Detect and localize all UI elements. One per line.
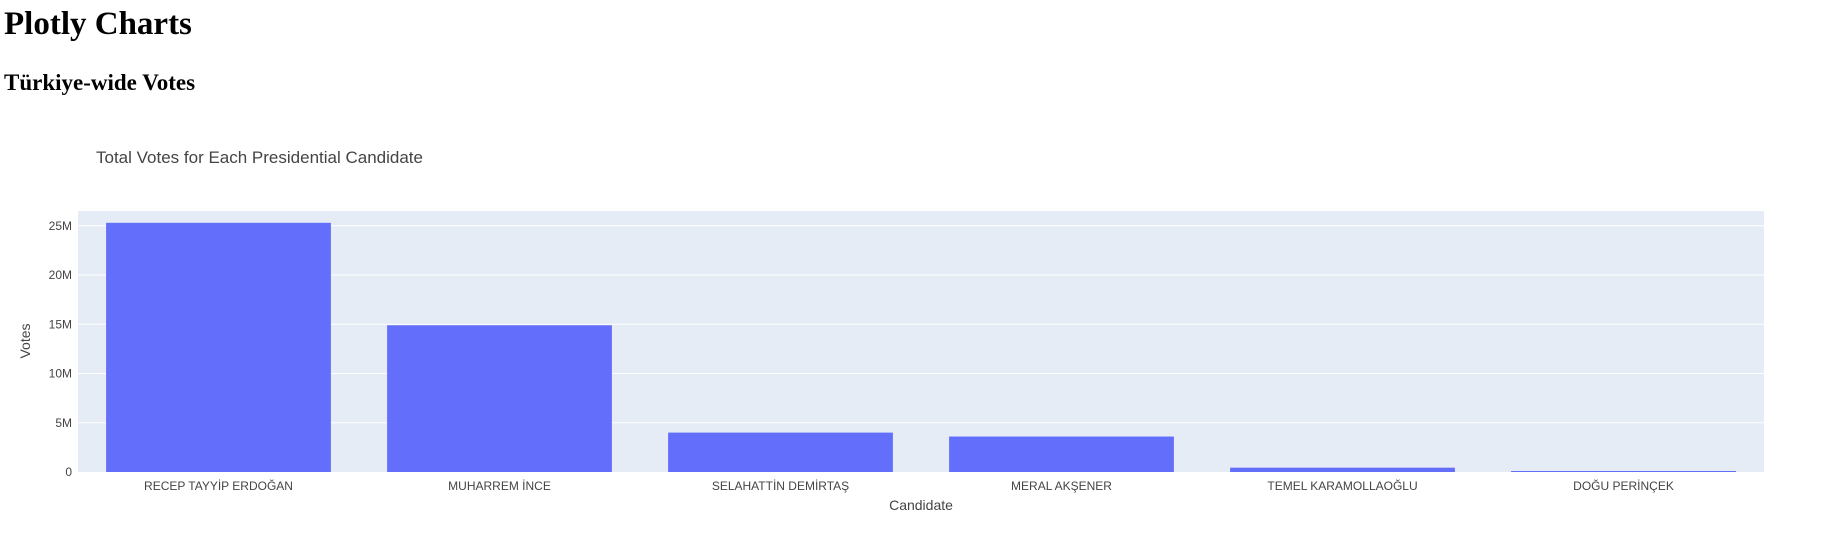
y-tick-label: 25M [49,219,72,233]
bars [106,222,1736,472]
bar[interactable] [1511,471,1736,472]
y-tick-label: 0 [65,465,72,479]
y-axis-label: Votes [17,323,33,358]
section-title: Türkiye-wide Votes [4,70,196,95]
gridlines [78,225,1764,424]
y-tick-label: 10M [49,367,72,381]
y-axis-ticks: 0 5M 10M 15M 20M 25M [49,219,73,479]
x-tick-label: MERAL AKŞENER [1011,479,1112,493]
x-tick-label: RECEP TAYYİP ERDOĞAN [144,478,293,493]
x-axis-label: Candidate [889,497,953,513]
bar[interactable] [387,325,612,472]
y-tick-label: 5M [55,416,72,430]
x-tick-label: SELAHATTİN DEMİRTAŞ [712,479,849,493]
chart-title: Total Votes for Each Presidential Candid… [96,148,423,167]
bar[interactable] [668,432,893,472]
x-tick-label: DOĞU PERİNÇEK [1573,478,1674,493]
x-tick-label: TEMEL KARAMOLLAOĞLU [1267,478,1417,493]
y-tick-label: 15M [49,317,72,331]
page-title: Plotly Charts [4,6,192,42]
plot-background [78,211,1764,472]
bar[interactable] [106,222,331,472]
x-tick-label: MUHARREM İNCE [448,479,551,493]
x-axis-ticks: RECEP TAYYİP ERDOĞAN MUHARREM İNCE SELAHAT… [144,478,1674,493]
y-tick-label: 20M [49,268,72,282]
bar[interactable] [949,436,1174,472]
bar[interactable] [1230,467,1455,472]
